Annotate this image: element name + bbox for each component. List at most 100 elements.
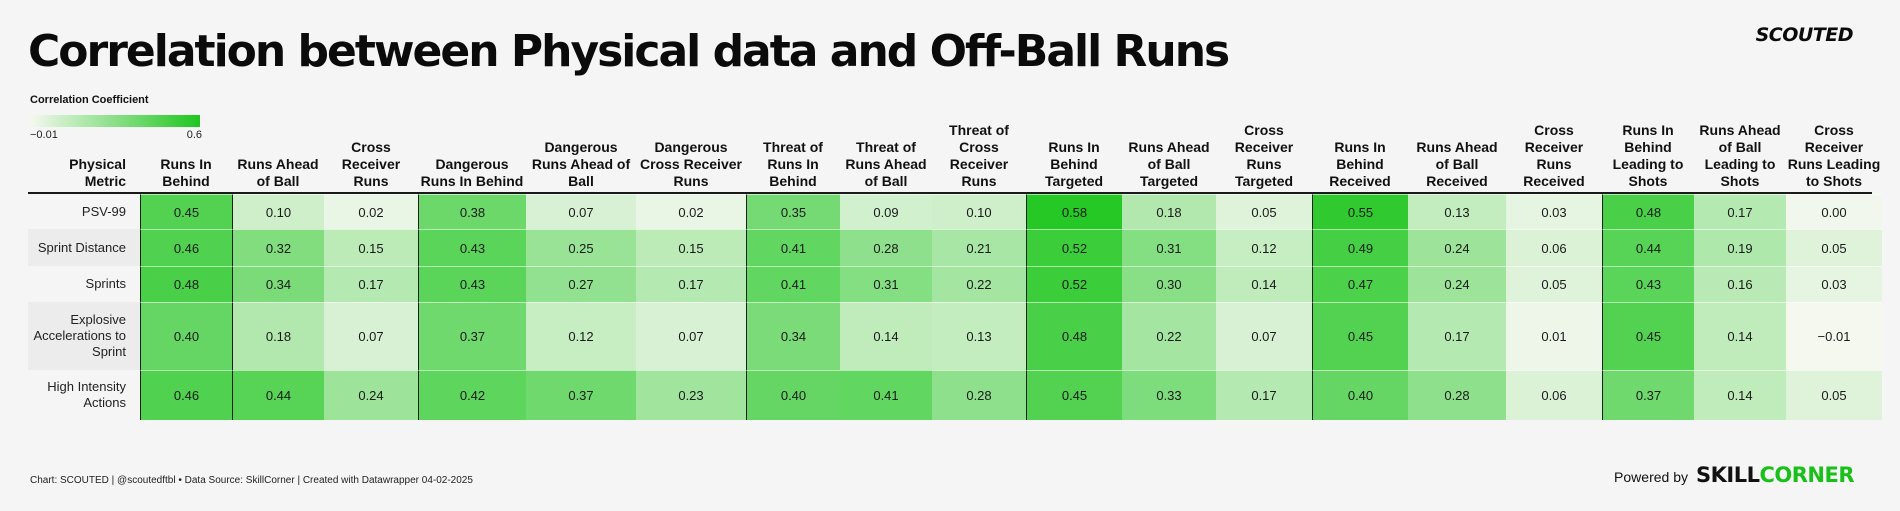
footer-credit: Chart: SCOUTED | @scoutedftbl • Data Sou… <box>30 475 473 486</box>
column-header: Dangerous Cross Receiver Runs <box>640 139 742 189</box>
header-divider <box>28 192 1872 194</box>
heatmap-cell: 0.45 <box>1312 302 1408 370</box>
column-header: Cross Receiver Runs Leading to Shots <box>1787 122 1881 189</box>
row-label: PSV-99 <box>81 203 126 219</box>
column-header: Threat of Cross Receiver Runs <box>949 122 1009 189</box>
heatmap-cell: 0.40 <box>746 370 840 420</box>
heatmap-cell: 0.12 <box>526 302 636 370</box>
heatmap-cell: 0.07 <box>636 302 746 370</box>
heatmap-cell: 0.02 <box>636 194 746 229</box>
heatmap-cell: 0.46 <box>140 229 232 266</box>
heatmap-cell: 0.07 <box>1216 302 1312 370</box>
heatmap-cell: 0.30 <box>1122 266 1216 302</box>
heatmap-cell: 0.21 <box>932 229 1026 266</box>
brand-logo: SCOUTED <box>1755 24 1854 46</box>
partner-logo: SKILLCORNER <box>1695 463 1855 487</box>
powered-by-label: Powered by <box>1614 469 1688 485</box>
partner-logo-part-a: SKILL <box>1695 463 1760 487</box>
heatmap-cell: 0.34 <box>746 302 840 370</box>
legend-min-label: −0.01 <box>30 129 58 141</box>
heatmap-cell: 0.17 <box>1216 370 1312 420</box>
heatmap-cell: 0.05 <box>1506 266 1602 302</box>
heatmap-cell: 0.10 <box>932 194 1026 229</box>
heatmap-cell: 0.43 <box>418 229 526 266</box>
page-title: Correlation between Physical data and Of… <box>28 26 1230 77</box>
heatmap-cell: 0.19 <box>1694 229 1786 266</box>
partner-logo-part-b: CORNER <box>1759 463 1854 487</box>
heatmap-cell: −0.01 <box>1786 302 1882 370</box>
heatmap-cell: 0.23 <box>636 370 746 420</box>
column-header: Runs In Behind Received <box>1329 139 1391 189</box>
column-header: Cross Receiver Runs Received <box>1523 122 1585 189</box>
column-header: Runs In Behind Leading to Shots <box>1612 122 1684 189</box>
legend-gradient <box>30 115 200 127</box>
heatmap-cell: 0.49 <box>1312 229 1408 266</box>
table-row: Sprints 0.48 0.34 0.17 0.43 0.27 0.17 0.41 0.31 0… <box>28 266 1882 302</box>
heatmap-cell: 0.15 <box>324 229 418 266</box>
heatmap-cell: 0.13 <box>932 302 1026 370</box>
heatmap-cell: 0.31 <box>840 266 932 302</box>
column-header: Runs Ahead of Ball Leading to Shots <box>1699 122 1781 189</box>
heatmap-cell: 0.38 <box>418 194 526 229</box>
legend-ticks: −0.01 0.6 <box>30 129 202 143</box>
heatmap-cell: 0.24 <box>1408 266 1506 302</box>
heatmap-cell: 0.28 <box>932 370 1026 420</box>
legend-max-label: 0.6 <box>186 129 202 141</box>
column-header: Runs Ahead of Ball <box>237 156 319 189</box>
heatmap-cell: 0.17 <box>1694 194 1786 229</box>
heatmap-cell: 0.17 <box>1408 302 1506 370</box>
heatmap-cell: 0.05 <box>1216 194 1312 229</box>
heatmap-cell: 0.41 <box>746 229 840 266</box>
heatmap-cell: 0.41 <box>840 370 932 420</box>
column-header: Cross Receiver Runs <box>341 139 401 189</box>
heatmap-cell: 0.18 <box>1122 194 1216 229</box>
row-header-label: Physical Metric <box>69 156 126 189</box>
table-row: PSV-99 0.45 0.10 0.02 0.38 0.07 0.02 0.35 0.09 0.… <box>28 194 1882 229</box>
row-label: High Intensity Actions <box>47 379 126 410</box>
heatmap-cell: 0.13 <box>1408 194 1506 229</box>
heatmap-cell: 0.43 <box>1602 266 1694 302</box>
row-label: Sprint Distance <box>28 229 140 266</box>
heatmap-cell: 0.55 <box>1312 194 1408 229</box>
column-header: Threat of Runs Ahead of Ball <box>845 139 927 189</box>
legend-title: Correlation Coefficient <box>30 94 149 106</box>
header-row: Physical Metric Runs In Behind Runs Ahead … <box>28 118 1882 192</box>
heatmap-cell: 0.17 <box>324 266 418 302</box>
column-header: Threat of Runs In Behind <box>763 139 823 189</box>
heatmap-cell: 0.17 <box>636 266 746 302</box>
heatmap-cell: 0.31 <box>1122 229 1216 266</box>
heatmap-cell: 0.45 <box>140 194 232 229</box>
column-header: Runs In Behind <box>160 156 212 189</box>
heatmap-cell: 0.45 <box>1026 370 1122 420</box>
heatmap-cell: 0.28 <box>840 229 932 266</box>
heatmap-cell: 0.03 <box>1786 266 1882 302</box>
heatmap-cell: 0.00 <box>1786 194 1882 229</box>
heatmap-cell: 0.37 <box>418 302 526 370</box>
heatmap-cell: 0.48 <box>1026 302 1122 370</box>
column-header: Runs In Behind Targeted <box>1044 139 1104 189</box>
heatmap-cell: 0.48 <box>1602 194 1694 229</box>
heatmap-cell: 0.07 <box>526 194 636 229</box>
heatmap-cell: 0.44 <box>232 370 324 420</box>
heatmap-cell: 0.48 <box>140 266 232 302</box>
heatmap-cell: 0.52 <box>1026 229 1122 266</box>
heatmap-cell: 0.07 <box>324 302 418 370</box>
column-header: Dangerous Runs Ahead of Ball <box>531 139 631 189</box>
table-row: High Intensity Actions 0.46 0.44 0.24 0.42 0.… <box>28 370 1882 420</box>
row-label: Sprints <box>85 276 126 291</box>
heatmap-cell: 0.32 <box>232 229 324 266</box>
heatmap-cell: 0.06 <box>1506 229 1602 266</box>
table-row: Explosive Accelerations to Sprint 0.40 0.1… <box>28 302 1882 370</box>
heatmap-cell: 0.27 <box>526 266 636 302</box>
heatmap-cell: 0.12 <box>1216 229 1312 266</box>
heatmap-cell: 0.03 <box>1506 194 1602 229</box>
heatmap-cell: 0.45 <box>1602 302 1694 370</box>
heatmap-cell: 0.35 <box>746 194 840 229</box>
column-header: Cross Receiver Runs Targeted <box>1234 122 1294 189</box>
powered-by: Powered by SKILLCORNER <box>1614 463 1854 487</box>
heatmap-cell: 0.14 <box>1694 370 1786 420</box>
row-label: Explosive Accelerations to Sprint <box>28 302 140 370</box>
heatmap-cell: 0.14 <box>1694 302 1786 370</box>
heatmap-cell: 0.37 <box>1602 370 1694 420</box>
heatmap-cell: 0.28 <box>1408 370 1506 420</box>
